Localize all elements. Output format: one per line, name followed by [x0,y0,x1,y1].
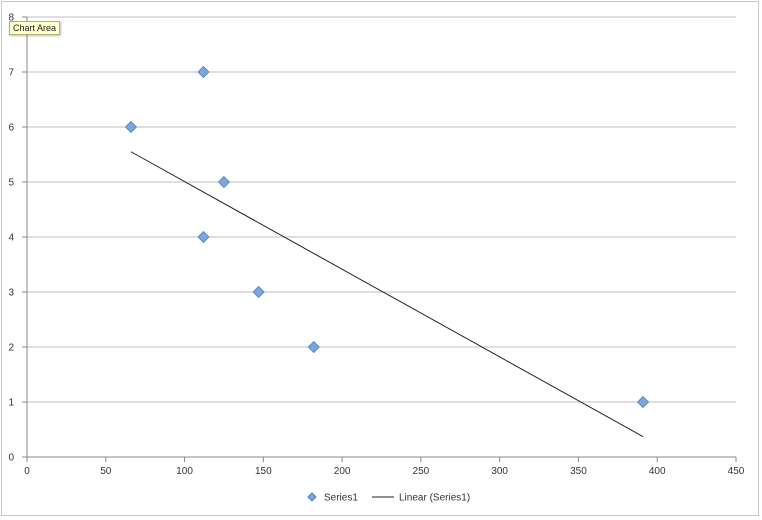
legend-trendline-label: Linear (Series1) [399,493,470,504]
y-tick-label-1: 1 [8,398,14,409]
y-tick-label-6: 6 [8,123,14,134]
y-tick-label-4: 4 [8,233,14,244]
y-tick-label-3: 3 [8,288,14,299]
y-tick-label-5: 5 [8,178,14,189]
x-tick-label-400: 400 [649,466,666,477]
trendline-layer [130,151,644,438]
y-tick-label-0: 0 [8,453,14,464]
legend-series1-marker [307,492,317,502]
data-point-7 [636,395,650,409]
data-point-5 [252,285,265,299]
x-tick-label-250: 250 [413,466,430,477]
x-tick-label-50: 50 [100,466,112,477]
data-point-4 [197,230,210,244]
x-tick-label-100: 100 [176,466,193,477]
x-tick-label-450: 450 [728,466,745,477]
trendline [130,151,644,438]
x-tick-label-200: 200 [334,466,351,477]
data-point-3 [217,175,231,189]
x-tick-label-300: 300 [491,466,508,477]
data-points [124,65,650,409]
data-point-6 [307,340,320,354]
tick-labels: 0 1 2 3 4 5 6 7 8 0 50 100 150 200 250 300 350 400 450 [8,13,744,478]
y-tick-label-7: 7 [8,68,14,79]
legend-series1-label: Series1 [324,493,358,504]
y-tick-label-2: 2 [8,343,14,354]
data-point-2 [197,65,210,79]
x-tick-label-0: 0 [24,466,30,477]
x-tick-label-150: 150 [255,466,272,477]
x-tick-label-350: 350 [570,466,587,477]
data-point-1 [124,120,138,134]
legend: Series1 Linear (Series1) [307,492,470,504]
y-tick-label-8: 8 [8,13,14,24]
axes [22,16,737,462]
chart-area-tooltip: Chart Area [9,21,61,35]
gridlines [27,16,736,403]
